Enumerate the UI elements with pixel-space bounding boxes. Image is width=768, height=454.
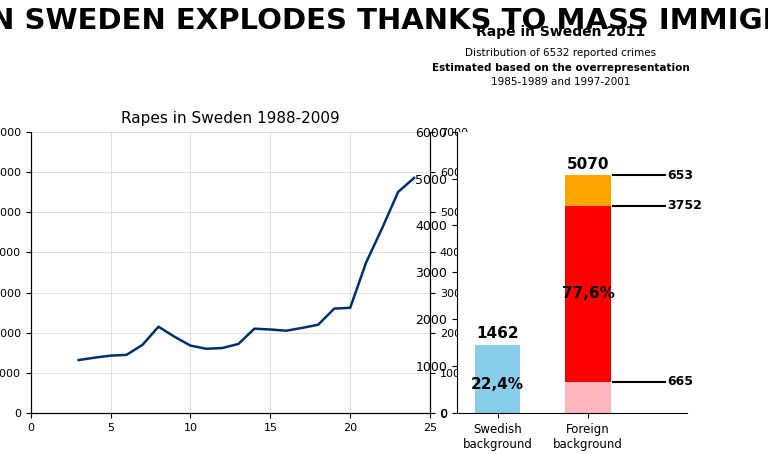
- Text: 3752: 3752: [667, 199, 703, 212]
- Text: 665: 665: [667, 375, 694, 389]
- Bar: [475, 345, 520, 413]
- Text: 1985-1989 and 1997-2001: 1985-1989 and 1997-2001: [491, 77, 631, 87]
- Title: Rapes in Sweden 1988-2009: Rapes in Sweden 1988-2009: [121, 111, 339, 126]
- Text: Estimated based on the overrepresentation: Estimated based on the overrepresentatio…: [432, 63, 690, 73]
- Bar: [565, 206, 611, 382]
- Bar: [565, 382, 611, 413]
- Text: 22,4%: 22,4%: [471, 377, 524, 393]
- Bar: [565, 175, 611, 206]
- Text: 653: 653: [667, 169, 694, 182]
- Text: 5070: 5070: [567, 157, 609, 172]
- Text: Rape in Sweden 2011: Rape in Sweden 2011: [476, 25, 645, 39]
- Text: RAPE IN SWEDEN EXPLODES THANKS TO MASS IMMIGRATION: RAPE IN SWEDEN EXPLODES THANKS TO MASS I…: [0, 7, 768, 35]
- Text: Distribution of 6532 reported crimes: Distribution of 6532 reported crimes: [465, 48, 656, 58]
- Text: 77,6%: 77,6%: [561, 286, 614, 301]
- Text: 1462: 1462: [476, 326, 519, 341]
